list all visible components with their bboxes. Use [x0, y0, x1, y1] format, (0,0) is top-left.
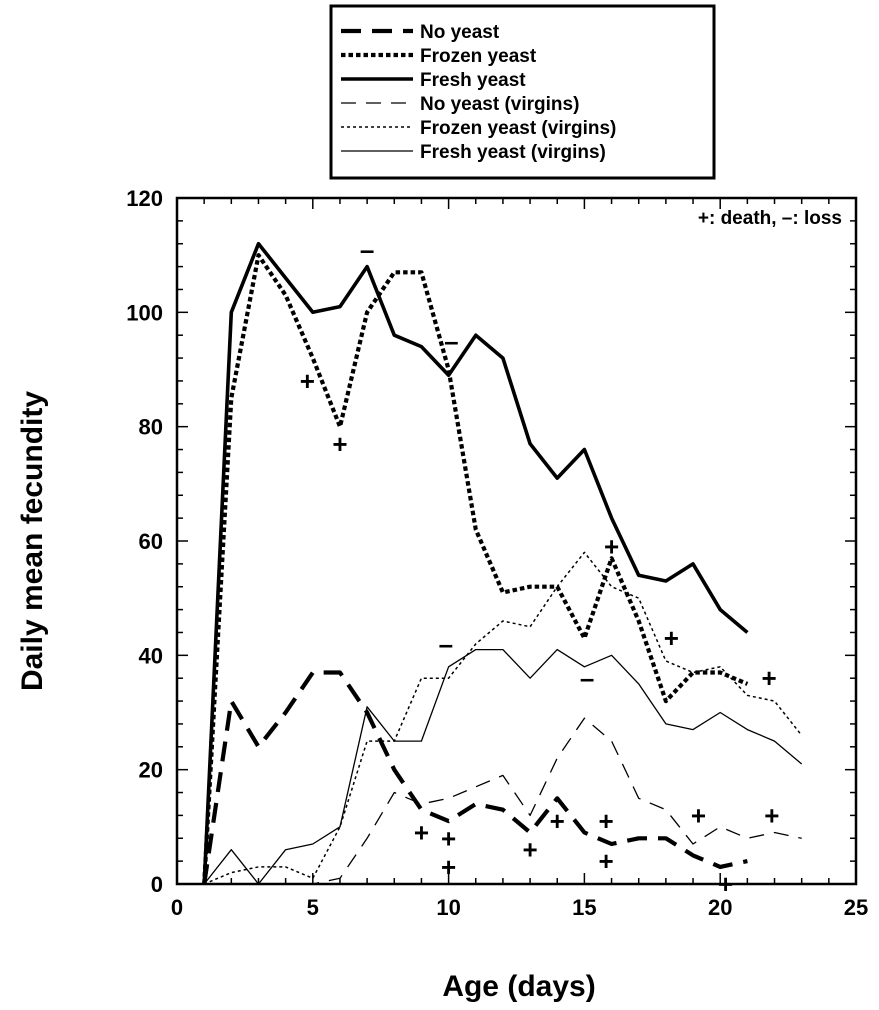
death-marker: +: [441, 823, 456, 853]
death-marker: +: [332, 429, 347, 459]
death-marker: +: [550, 806, 565, 836]
death-marker: +: [691, 800, 706, 830]
death-marker: +: [599, 846, 614, 876]
death-loss-note: +: death, –: loss: [698, 208, 842, 229]
death-marker: +: [522, 835, 537, 865]
series-line-5: [203, 551, 803, 885]
y-tick-label: 40: [139, 643, 163, 668]
death-marker: +: [441, 852, 456, 882]
series-line-6: [203, 648, 803, 885]
loss-marker: –: [580, 663, 594, 693]
death-marker: +: [718, 869, 733, 899]
x-tick-label: 0: [171, 895, 183, 920]
annotation-layer: ++–––+ ++++–++++++++: [300, 234, 780, 899]
x-tick-label: 5: [307, 895, 319, 920]
x-tick-label: 10: [436, 895, 460, 920]
series-line-3: [202, 241, 749, 885]
plot-border: [175, 196, 858, 886]
loss-marker: –: [360, 234, 374, 264]
death-marker: +: [764, 800, 779, 830]
death-marker: +: [664, 623, 679, 653]
x-tick-label: 15: [572, 895, 596, 920]
loss-marker: –: [444, 326, 458, 356]
y-tick-label: 80: [139, 415, 163, 440]
legend-label-5: Frozen yeast (virgins): [420, 118, 616, 139]
x-tick-label: 20: [708, 895, 732, 920]
loss-marker: –: [439, 629, 453, 659]
y-tick-label: 100: [126, 300, 163, 325]
legend-label-6: Fresh yeast (virgins): [420, 142, 606, 163]
x-axis-title: Age (days): [442, 970, 595, 1003]
legend: No yeast Frozen yeast Fresh yeast No yeast …: [329, 4, 716, 180]
series-line-2: [202, 253, 749, 885]
death-marker: +: [599, 806, 614, 836]
plot-area: 0 5 10 15 20 25 0 20 40 60 80 100 120: [126, 186, 868, 920]
death-marker: +: [604, 532, 619, 562]
death-marker: +: [300, 366, 315, 396]
legend-label-3: Fresh yeast: [420, 70, 526, 91]
y-tick-label: 120: [126, 186, 163, 211]
death-marker: +: [761, 663, 776, 693]
legend-label-2: Frozen yeast: [420, 46, 537, 67]
series-line-4: [204, 717, 802, 885]
y-tick-label: 60: [139, 529, 163, 554]
y-axis-title: Daily mean fecundity: [16, 391, 49, 691]
x-tick-label: 25: [844, 895, 868, 920]
legend-box: [329, 4, 716, 180]
series-line-1: [202, 670, 748, 885]
y-tick-label: 20: [139, 758, 163, 783]
death-marker: +: [414, 818, 429, 848]
legend-label-1: No yeast: [420, 22, 500, 43]
y-tick-label: 0: [151, 872, 163, 897]
series-layer: [202, 241, 803, 885]
legend-label-4: No yeast (virgins): [420, 94, 579, 115]
